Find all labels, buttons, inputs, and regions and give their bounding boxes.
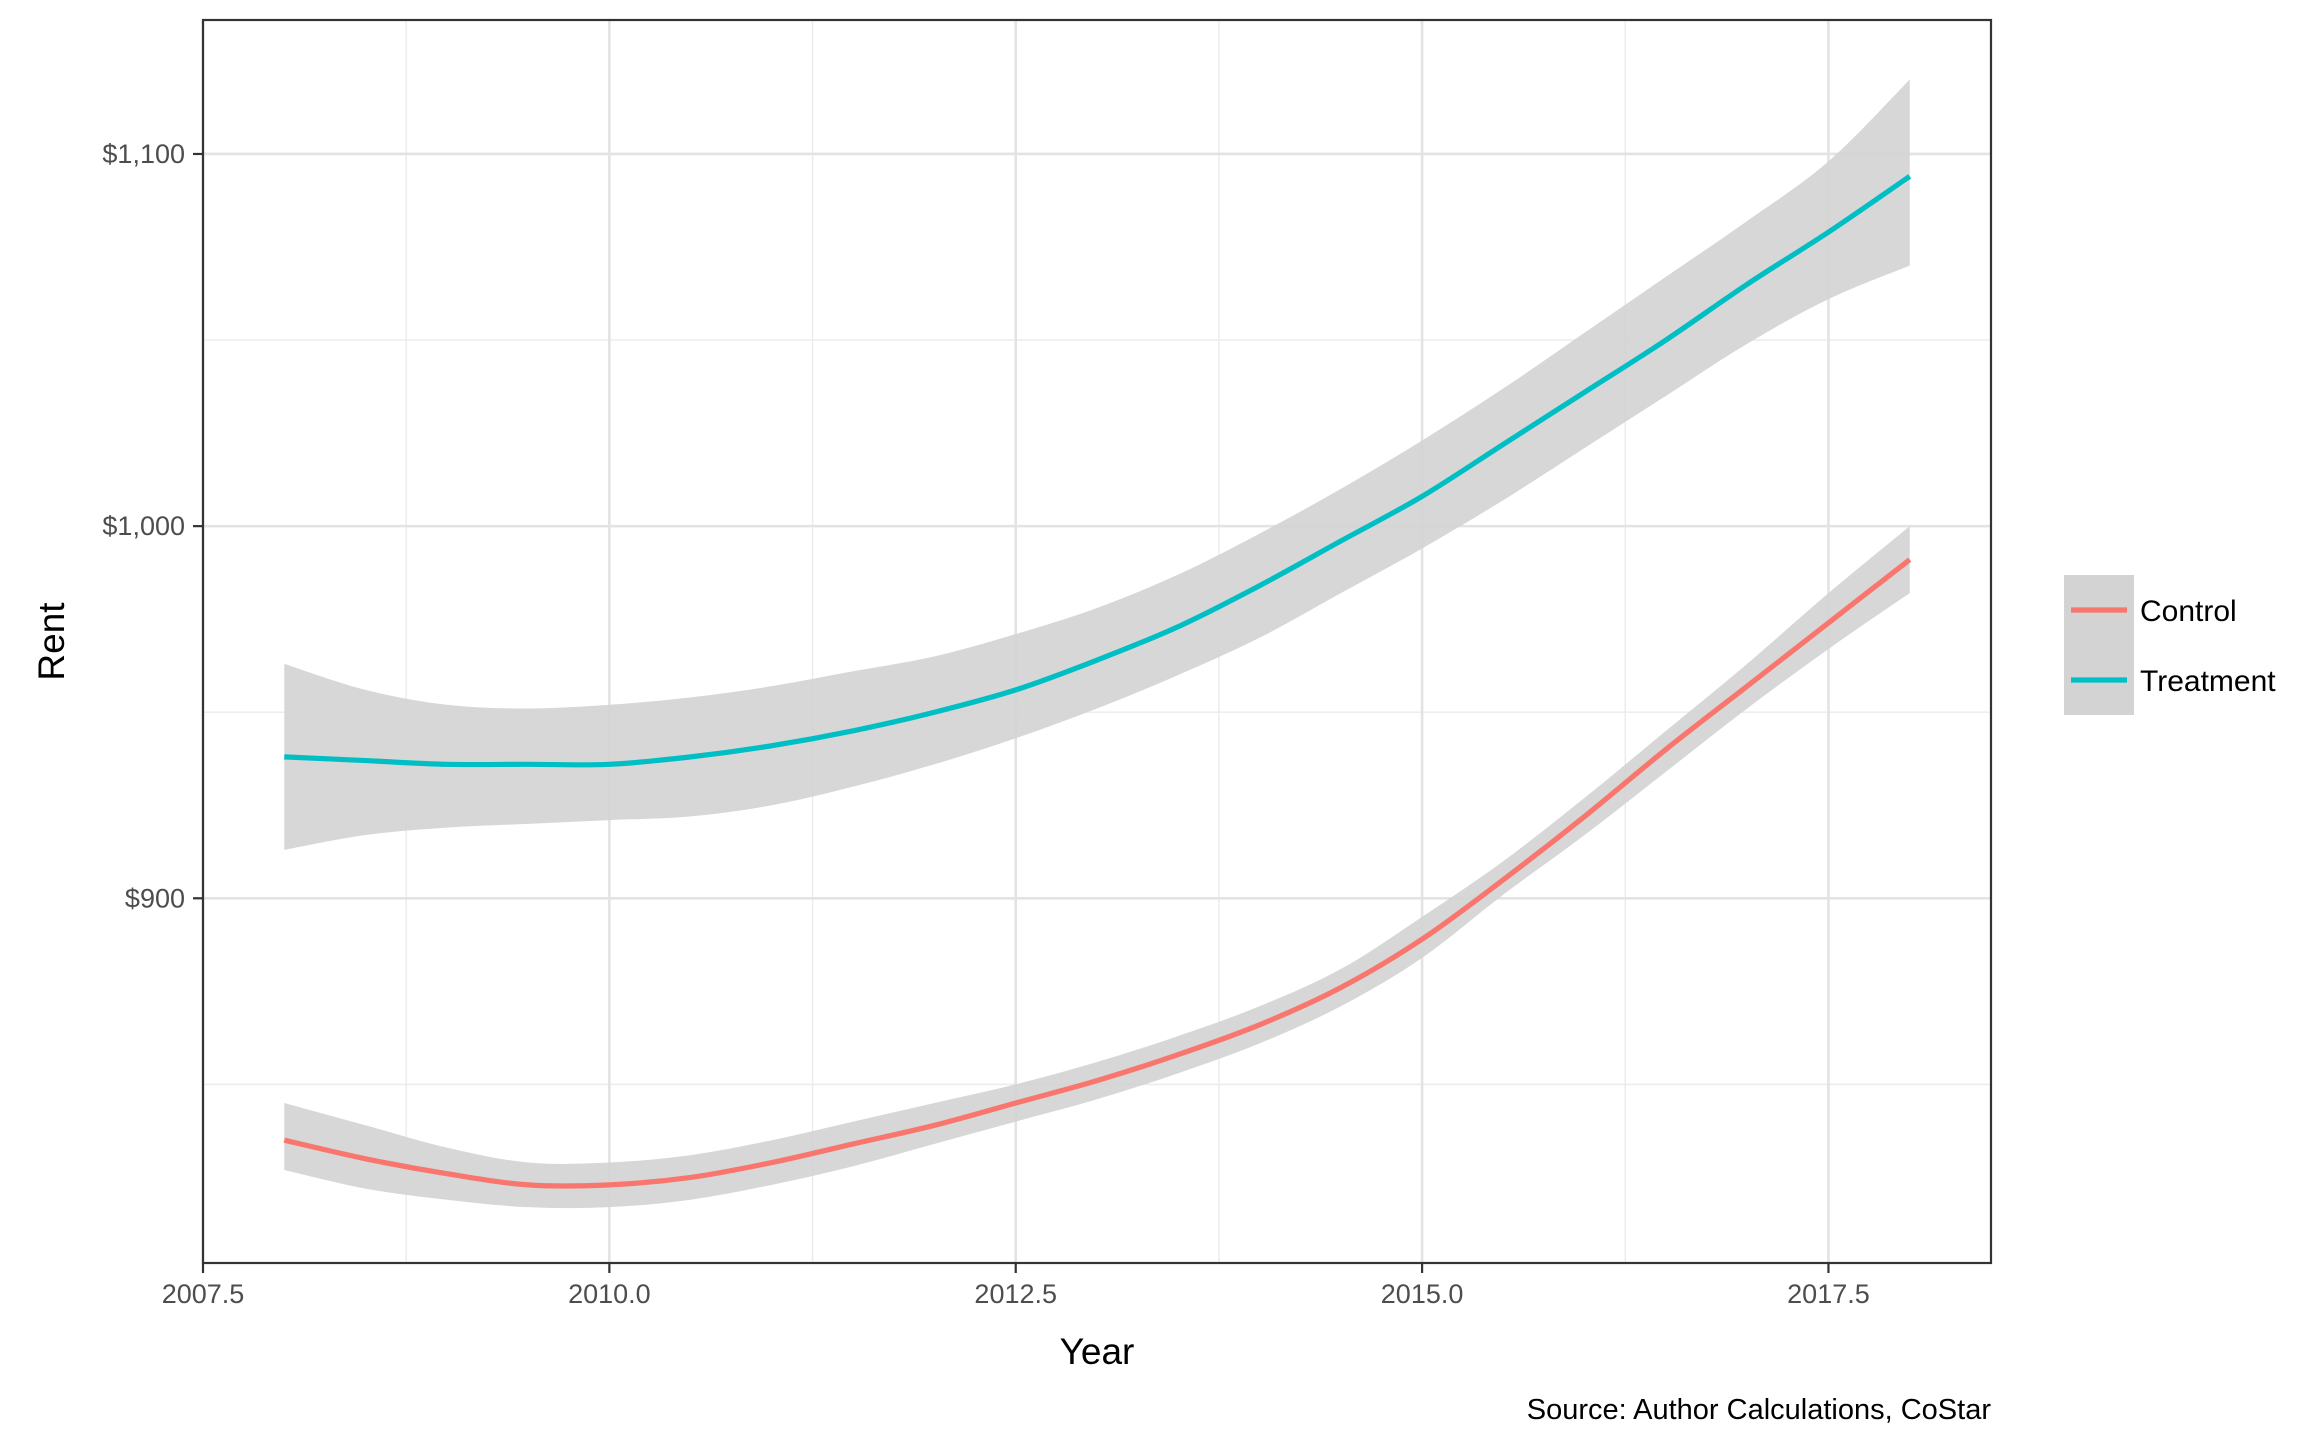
x-axis: 2007.5 2010.0 2012.5 2015.0 2017.5 (162, 1263, 1870, 1309)
control-confidence-band (284, 526, 1910, 1209)
y-axis: $900 $1,000 $1,100 (102, 139, 203, 913)
treatment-line (284, 174, 1912, 768)
confidence-bands (284, 79, 1910, 1209)
x-tick-label: 2007.5 (162, 1279, 245, 1309)
x-tick-label: 2010.0 (568, 1279, 651, 1309)
series-lines (283, 174, 1912, 1189)
source-caption: Source: Author Calculations, CoStar (1527, 1394, 1992, 1426)
treatment-confidence-band (284, 79, 1910, 850)
legend-label-treatment: Treatment (2140, 665, 2276, 698)
legend-label-control: Control (2140, 595, 2237, 628)
y-tick-label: $900 (125, 883, 185, 913)
y-tick-label: $1,100 (102, 139, 185, 169)
y-tick-label: $1,000 (102, 511, 185, 541)
x-tick-label: 2012.5 (974, 1279, 1057, 1309)
x-tick-label: 2017.5 (1787, 1279, 1870, 1309)
panel-border (201, 18, 1993, 1265)
x-axis-title: Year (1060, 1331, 1135, 1372)
x-tick-label: 2015.0 (1381, 1279, 1464, 1309)
legend: Control Treatment (2064, 575, 2276, 715)
y-axis-title: Rent (31, 602, 72, 681)
control-line (283, 557, 1912, 1189)
